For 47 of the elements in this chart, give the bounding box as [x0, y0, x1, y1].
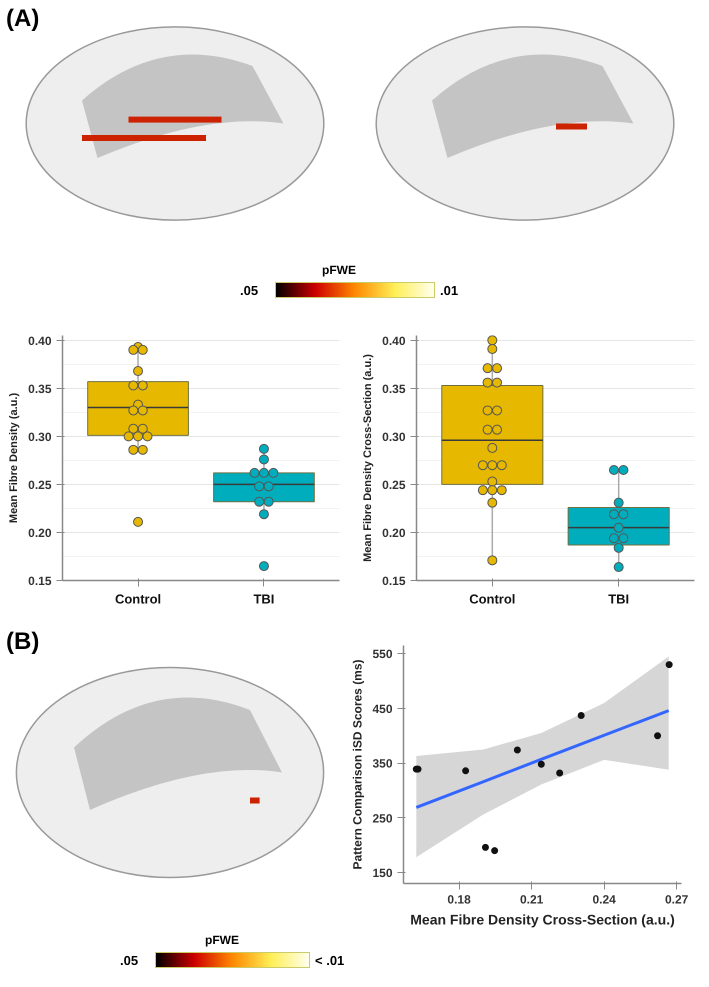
y-tick-label: 0.30: [382, 430, 406, 444]
x-tick-label: Control: [469, 592, 516, 606]
y-tick-label: 0.30: [28, 430, 52, 444]
point: [482, 844, 489, 851]
y-tick-label: 250: [372, 811, 393, 826]
text: < .01: [315, 952, 344, 970]
x-tick-label: TBI: [253, 592, 274, 606]
x-tick-label: 0.24: [592, 892, 616, 906]
x-tick-label: 0.21: [520, 892, 544, 906]
point: [578, 712, 585, 720]
y-tick-label: 0.20: [28, 526, 52, 540]
y-axis-title: Pattern Comparison iSD Scores (ms): [350, 659, 364, 870]
point: [514, 746, 521, 754]
y-tick-label: 450: [372, 702, 393, 716]
point: [538, 760, 545, 768]
y-tick-label: 0.15: [382, 574, 406, 588]
y-axis-title: Mean Fibre Density (a.u.): [8, 392, 20, 524]
y-tick-label: 0.40: [382, 334, 406, 348]
y-tick-label: 150: [372, 866, 393, 880]
text: (A): [6, 4, 40, 34]
text: .01: [440, 282, 458, 300]
y-tick-label: 0.20: [382, 526, 406, 540]
x-axis-title: Mean Fibre Density Cross-Section (a.u.): [410, 912, 675, 928]
y-axis-title: Mean Fibre Density Cross-Section (a.u.): [362, 354, 374, 562]
x-tick-label: 0.18: [447, 892, 472, 906]
y-tick-label: 0.35: [382, 382, 406, 396]
y-tick-label: 0.25: [382, 478, 406, 492]
text: .05: [120, 952, 138, 970]
point: [491, 847, 498, 854]
point: [462, 767, 470, 774]
x-tick-label: TBI: [608, 592, 630, 606]
point: [666, 661, 673, 668]
y-tick-label: 0.35: [28, 382, 52, 396]
y-tick-label: 350: [372, 756, 393, 771]
y-tick-label: 550: [372, 647, 393, 662]
text: .05: [240, 282, 258, 300]
text: (B): [6, 627, 40, 657]
y-tick-label: 0.40: [28, 334, 52, 348]
y-tick-label: 0.15: [28, 574, 52, 588]
text: pFWE: [322, 262, 356, 279]
point: [556, 769, 564, 776]
x-tick-label: 0.27: [664, 892, 689, 906]
x-tick-label: Control: [114, 592, 162, 606]
line-series: [414, 709, 670, 809]
text: pFWE: [205, 932, 239, 949]
point: [654, 732, 662, 740]
y-tick-label: 0.25: [28, 478, 52, 492]
